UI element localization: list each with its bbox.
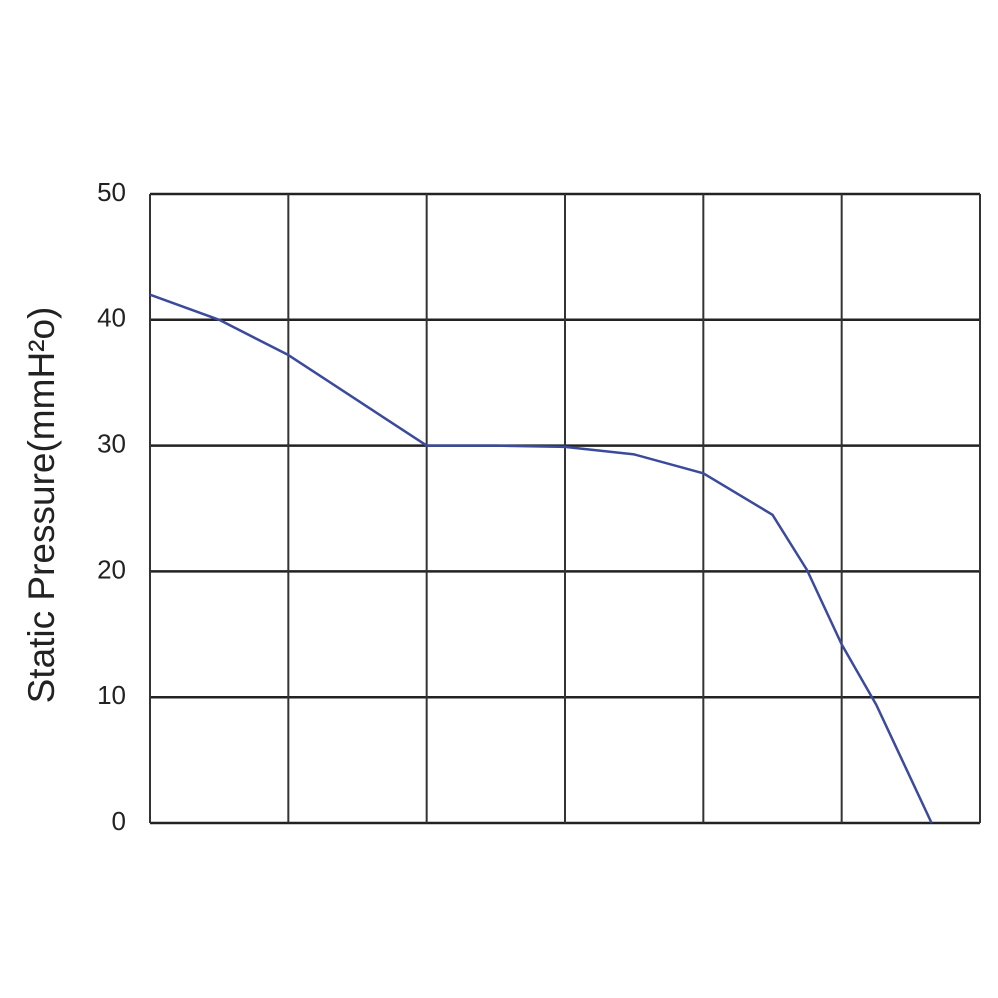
y-tick-label: 10: [97, 680, 126, 710]
y-tick-label: 30: [97, 428, 126, 458]
y-tick-label: 0: [112, 806, 126, 836]
y-axis-label: Static Pressure(mmH²o): [21, 307, 62, 704]
y-tick-label: 50: [97, 177, 126, 207]
y-tick-label: 20: [97, 554, 126, 584]
y-tick-label: 40: [97, 303, 126, 333]
data-line: [149, 293, 933, 824]
